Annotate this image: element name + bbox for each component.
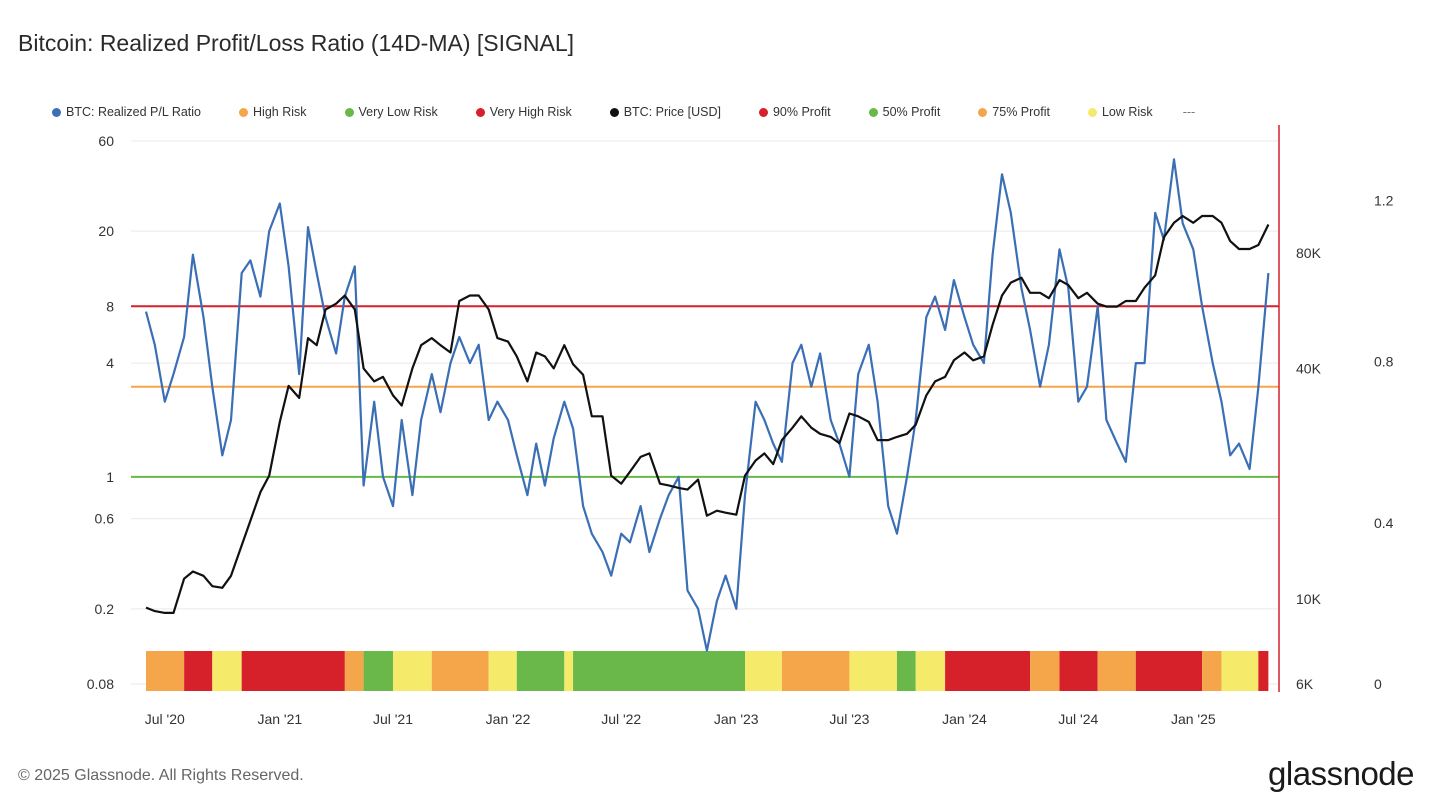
legend-dot-icon — [758, 107, 768, 117]
y-left-tick-label: 20 — [98, 223, 114, 239]
x-tick-label: Jul '22 — [601, 711, 641, 727]
legend-label: 90% Profit — [772, 105, 831, 119]
legend-label: 50% Profit — [882, 105, 941, 119]
legend-dot-icon — [978, 107, 988, 117]
y-axis-price-ticks: 80K 40K 10K 6K — [1296, 245, 1322, 692]
y-price-tick-label: 80K — [1296, 245, 1322, 261]
y-right-tick-label: 0 — [1374, 676, 1382, 692]
signal-segment — [896, 651, 916, 691]
y-price-tick-label: 40K — [1296, 360, 1322, 376]
y-left-tick-label: 0.2 — [95, 601, 115, 617]
y-left-tick-label: 0.6 — [95, 511, 115, 527]
y-left-tick-label: 8 — [106, 298, 114, 314]
legend-item[interactable]: BTC: Price [USD] — [609, 105, 721, 119]
legend-item[interactable]: Very High Risk — [475, 105, 572, 119]
legend-dot-icon — [1087, 107, 1097, 117]
x-tick-label: Jan '24 — [942, 711, 987, 727]
copyright-text: © 2025 Glassnode. All Rights Reserved. — [18, 767, 304, 784]
x-tick-label: Jul '21 — [373, 711, 413, 727]
y-left-tick-label: 4 — [106, 355, 114, 371]
signal-segment — [781, 651, 850, 691]
legend-item[interactable]: 75% Profit — [978, 105, 1050, 119]
legend-label: 75% Profit — [992, 105, 1050, 119]
legend-dot-icon — [609, 107, 619, 117]
legend-dot-icon — [475, 107, 485, 117]
y-right-tick-label: 1.2 — [1374, 192, 1394, 208]
chart-legend: BTC: Realized P/L Ratio High Risk Very Low… — [52, 105, 1195, 119]
y-left-tick-label: 1 — [106, 469, 114, 485]
x-tick-label: Jul '24 — [1058, 711, 1098, 727]
x-tick-label: Jan '21 — [257, 711, 302, 727]
legend-label: Very Low Risk — [358, 105, 438, 119]
signal-segment — [1135, 651, 1203, 691]
y-axis-left-ticks: 60 20 8 4 1 0.6 0.2 0.08 — [87, 133, 114, 692]
legend-more[interactable]: --- — [1182, 105, 1196, 119]
y-right-tick-label: 0.8 — [1374, 354, 1394, 370]
x-tick-label: Jan '22 — [486, 711, 531, 727]
signal-segment — [344, 651, 364, 691]
legend-item[interactable]: 50% Profit — [868, 105, 941, 119]
signal-segment — [392, 651, 432, 691]
legend-item[interactable]: High Risk — [239, 105, 307, 119]
signal-segment — [1202, 651, 1222, 691]
x-axis-ticks: Jul '20 Jan '21 Jul '21 Jan '22 Jul '22 Jan '… — [145, 711, 1216, 727]
x-tick-label: Jan '25 — [1171, 711, 1216, 727]
legend-dot-icon — [52, 107, 61, 117]
legend-label: BTC: Realized P/L Ratio — [66, 105, 202, 119]
legend-label: Very High Risk — [489, 105, 572, 119]
signal-segment — [1030, 651, 1060, 691]
legend-item[interactable]: BTC: Realized P/L Ratio — [52, 105, 201, 119]
y-price-tick-label: 10K — [1296, 591, 1322, 607]
signal-segment — [212, 651, 242, 691]
legend-item[interactable]: Very Low Risk — [344, 105, 438, 119]
signal-segment — [745, 651, 782, 691]
legend-dot-icon — [868, 107, 878, 117]
legend-dot-icon — [239, 107, 249, 117]
signal-segment — [849, 651, 897, 691]
signal-segment — [573, 651, 746, 691]
signal-segment — [241, 651, 345, 691]
legend-dot-icon — [344, 107, 354, 117]
signal-segment — [945, 651, 1031, 691]
legend-label: BTC: Price [USD] — [623, 105, 721, 119]
chart-title: Bitcoin: Realized Profit/Loss Ratio (14D… — [18, 30, 575, 56]
y-right-tick-label: 0.4 — [1374, 515, 1394, 531]
y-left-tick-label: 0.08 — [87, 676, 114, 692]
y-price-tick-label: 6K — [1296, 676, 1314, 692]
y-left-tick-label: 60 — [98, 133, 114, 149]
glassnode-logo: glassnode — [1268, 755, 1414, 792]
signal-segment — [915, 651, 946, 691]
series-line — [145, 214, 1270, 615]
signal-segment — [1059, 651, 1098, 691]
signal-band — [146, 651, 1269, 691]
signal-segment — [1097, 651, 1136, 691]
x-tick-label: Jul '23 — [829, 711, 869, 727]
signal-segment — [1221, 651, 1259, 691]
legend-label: High Risk — [253, 105, 307, 119]
signal-segment — [516, 651, 565, 691]
series-line — [144, 158, 1270, 652]
x-tick-label: Jul '20 — [145, 711, 185, 727]
signal-segment — [488, 651, 517, 691]
y-axis-right-ticks: 1.2 0.8 0.4 0 — [1374, 192, 1394, 692]
series-lines — [144, 158, 1270, 652]
reference-lines — [131, 305, 1279, 478]
legend-item[interactable]: 90% Profit — [758, 105, 831, 119]
signal-segment — [146, 651, 185, 691]
signal-segment — [184, 651, 213, 691]
legend-label: Low Risk — [1101, 105, 1153, 119]
signal-segment — [363, 651, 393, 691]
signal-segment — [431, 651, 489, 691]
signal-segment — [1258, 651, 1269, 691]
legend-item[interactable]: Low Risk — [1087, 105, 1153, 119]
x-tick-label: Jan '23 — [714, 711, 759, 727]
signal-segment — [564, 651, 574, 691]
